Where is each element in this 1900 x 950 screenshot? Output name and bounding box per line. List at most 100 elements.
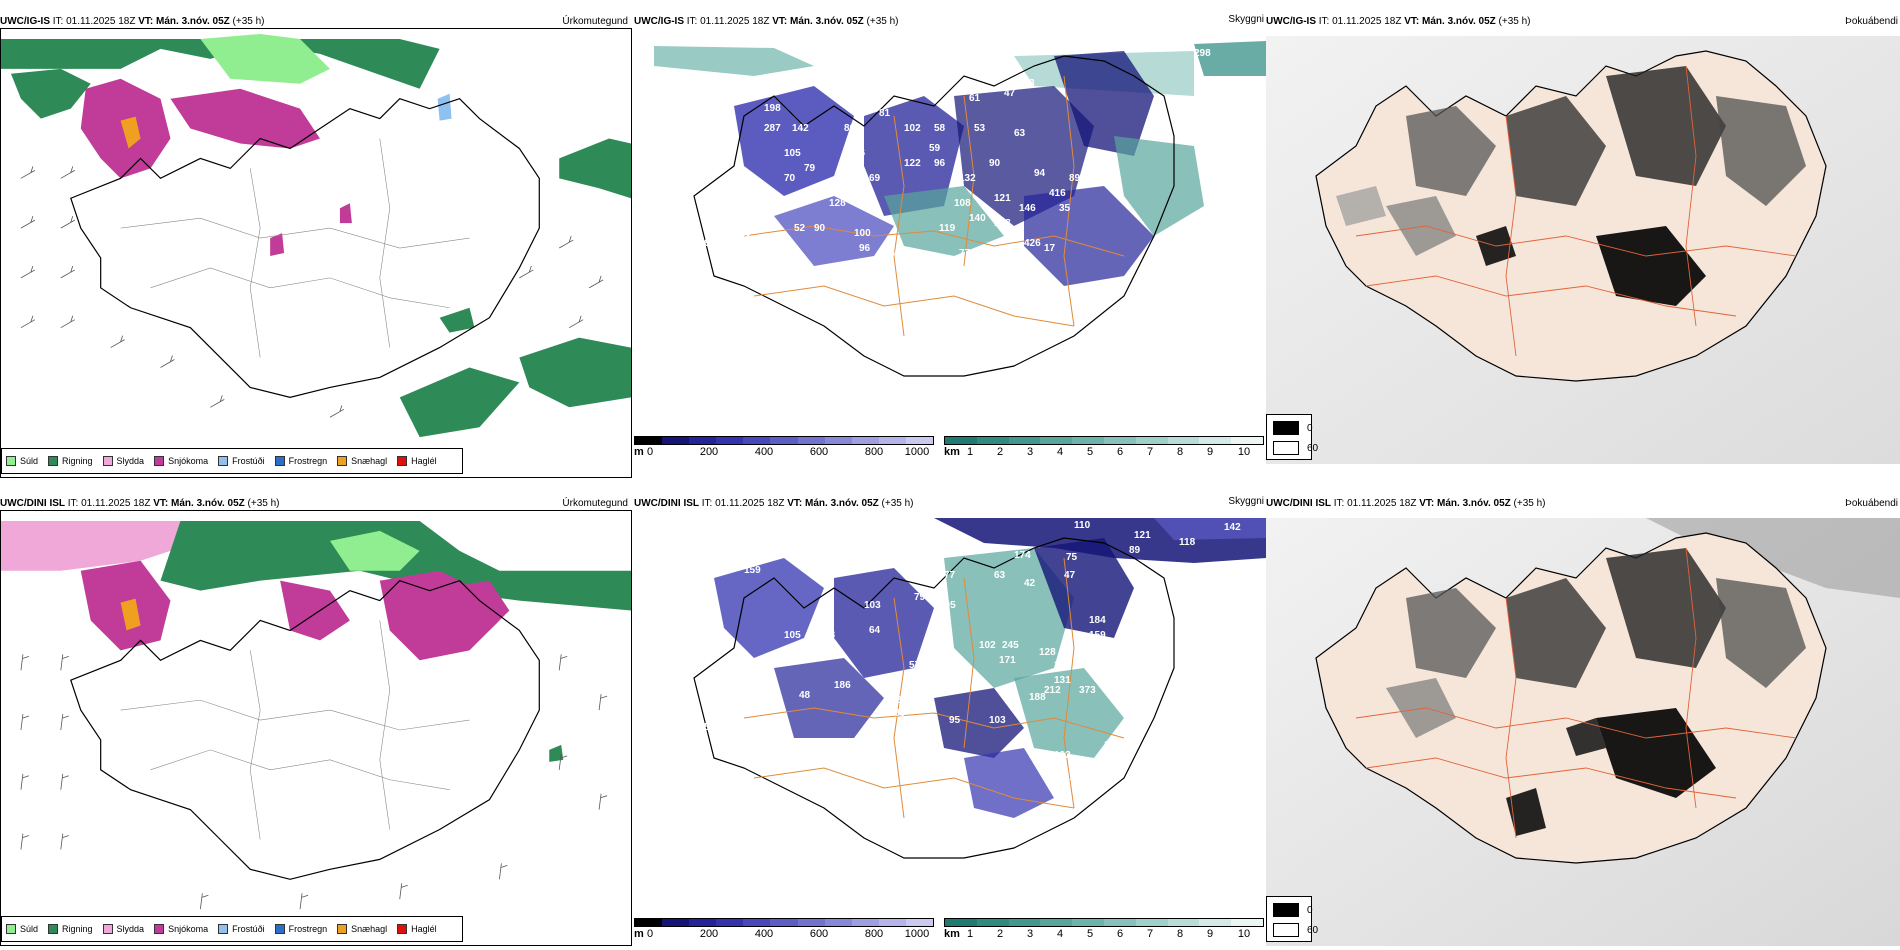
svg-text:89: 89 — [1069, 173, 1081, 184]
svg-text:99: 99 — [874, 725, 886, 736]
it-label: IT: — [52, 16, 64, 27]
svg-text:70: 70 — [784, 173, 796, 184]
precip-map[interactable]: Súld Rigning Slydda Snjókoma Frostúði Fr… — [0, 510, 632, 946]
model-name: UWC/IG-IS — [0, 16, 50, 27]
svg-text:47: 47 — [1004, 88, 1016, 99]
svg-text:108: 108 — [954, 198, 971, 209]
iceland-coastline — [693, 55, 1175, 377]
svg-text:79: 79 — [1009, 283, 1021, 294]
legend-item-frostudi: Frostúði — [218, 456, 265, 466]
svg-text:119: 119 — [939, 223, 956, 234]
legend-item-rigning: Rigning — [48, 456, 93, 466]
svg-text:47: 47 — [1064, 570, 1076, 581]
fog-legend: 0 60 — [1266, 896, 1318, 942]
svg-text:17: 17 — [1044, 243, 1056, 254]
panel-title: Skyggni — [1228, 496, 1264, 507]
svg-text:287: 287 — [764, 123, 781, 134]
svg-text:95: 95 — [949, 715, 961, 726]
svg-text:131: 131 — [1054, 675, 1071, 686]
ceiling-panel-row1: UWC/IG-IS IT: 01.11.2025 18Z VT: Mán. 3.… — [634, 14, 1266, 464]
iceland-coastline — [693, 537, 1175, 859]
legend-item-haglel: Haglél — [397, 456, 437, 466]
ceiling-labels: 298 132 198 287 142 164 105 70 79 66 86 … — [704, 48, 1211, 294]
svg-text:86: 86 — [884, 248, 896, 259]
svg-text:188: 188 — [1029, 692, 1046, 703]
precip-fields — [1, 520, 631, 762]
fog-panel-row2: UWC/DINI ISL IT: 01.11.2025 18Z VT: Mán.… — [1266, 498, 1900, 946]
svg-text:102: 102 — [979, 640, 996, 651]
svg-text:159: 159 — [744, 565, 761, 576]
road-network — [743, 557, 1125, 819]
svg-text:96: 96 — [859, 243, 871, 254]
svg-text:57: 57 — [909, 660, 921, 671]
visibility-colorbar: km 1 2 3 4 5 6 7 8 9 10 — [944, 918, 1264, 944]
svg-text:62: 62 — [1129, 660, 1141, 671]
svg-text:416: 416 — [1049, 188, 1066, 199]
svg-text:158: 158 — [994, 218, 1011, 229]
svg-text:174: 174 — [1014, 550, 1031, 561]
svg-text:106: 106 — [1054, 660, 1071, 671]
svg-text:132: 132 — [734, 88, 751, 99]
svg-text:58: 58 — [934, 123, 946, 134]
road-network — [1355, 65, 1797, 357]
svg-text:140: 140 — [969, 213, 986, 224]
precip-legend: Súld Rigning Slydda Snjókoma Frostúði Fr… — [1, 448, 463, 474]
road-network — [120, 138, 470, 358]
svg-text:142: 142 — [1224, 522, 1241, 533]
road-network — [743, 75, 1125, 337]
precip-panel-row1: UWC/IG-IS IT: 01.11.2025 18Z VT: Mán. 3.… — [0, 16, 632, 478]
iceland-coastline — [70, 98, 540, 398]
svg-text:132: 132 — [959, 173, 976, 184]
svg-text:171: 171 — [999, 655, 1016, 666]
ceiling-colorbar-strip — [634, 436, 934, 445]
svg-text:105: 105 — [784, 630, 801, 641]
svg-text:118: 118 — [1179, 537, 1196, 548]
visibility-ticks: 1 2 3 4 5 6 7 8 9 10 — [966, 446, 1251, 458]
ceiling-labels: 110 121 142 118 174 75 47 89 7 181 159 7… — [704, 520, 1241, 783]
svg-text:121: 121 — [994, 193, 1011, 204]
svg-text:75: 75 — [1066, 552, 1078, 563]
svg-text:48: 48 — [799, 690, 811, 701]
ceiling-map[interactable]: 298 132 198 287 142 164 105 70 79 66 86 … — [634, 36, 1266, 436]
visibility-colorbar-strip — [944, 436, 1264, 445]
svg-text:103: 103 — [989, 715, 1006, 726]
panel-header: UWC/IG-IS IT: 01.11.2025 18Z VT: Mán. 3.… — [0, 16, 265, 27]
svg-text:96: 96 — [934, 158, 946, 169]
svg-text:86: 86 — [844, 123, 856, 134]
panel-title: Úrkomutegund — [562, 16, 628, 27]
fog-map[interactable] — [1266, 518, 1900, 946]
svg-text:103: 103 — [1054, 750, 1071, 761]
svg-text:59: 59 — [929, 143, 941, 154]
svg-text:90: 90 — [784, 645, 796, 656]
svg-text:90: 90 — [989, 158, 1001, 169]
precip-map[interactable]: Súld Rigning Slydda Snjókoma Frostúði Fr… — [0, 28, 632, 478]
svg-text:58: 58 — [704, 722, 716, 733]
panel-title: Þokuábendi — [1845, 16, 1898, 27]
svg-text:94: 94 — [1034, 168, 1046, 179]
svg-text:121: 121 — [1134, 530, 1151, 541]
legend-item-frostregn: Frostregn — [274, 456, 327, 466]
ceiling-fields — [734, 51, 1204, 286]
panel-title: Þokuábendi — [1845, 498, 1898, 509]
svg-text:63: 63 — [994, 570, 1006, 581]
svg-text:35: 35 — [1059, 203, 1071, 214]
precip-legend: Súld Rigning Slydda Snjókoma Frostúði Fr… — [1, 916, 463, 942]
panel-header: UWC/DINI ISL IT: 01.11.2025 18Z VT: Mán.… — [0, 498, 280, 509]
svg-text:120: 120 — [734, 228, 751, 239]
svg-text:142: 142 — [792, 123, 809, 134]
svg-text:184: 184 — [1089, 615, 1106, 626]
fog-map[interactable] — [1266, 36, 1900, 464]
wind-barbs — [20, 654, 608, 910]
ceiling-map[interactable]: 110 121 142 118 174 75 47 89 7 181 159 7… — [634, 518, 1266, 918]
svg-text:64: 64 — [869, 625, 881, 636]
panel-header: UWC/IG-IS IT: 01.11.2025 18Z VT: Mán. 3.… — [634, 16, 899, 27]
legend-item-slydda: Slydda — [102, 456, 144, 466]
panel-title: Skyggni — [1228, 14, 1264, 25]
panel-header: UWC/DINI ISL IT: 01.11.2025 18Z VT: Mán.… — [1266, 498, 1546, 509]
svg-text:69: 69 — [869, 173, 881, 184]
svg-text:198: 198 — [1104, 740, 1121, 751]
lead-time: (+35 h) — [232, 16, 265, 27]
svg-text:288: 288 — [1114, 640, 1131, 651]
precip-map-svg — [1, 33, 631, 438]
ceiling-colorbar: m 0 200 400 600 800 1000 — [634, 918, 934, 944]
